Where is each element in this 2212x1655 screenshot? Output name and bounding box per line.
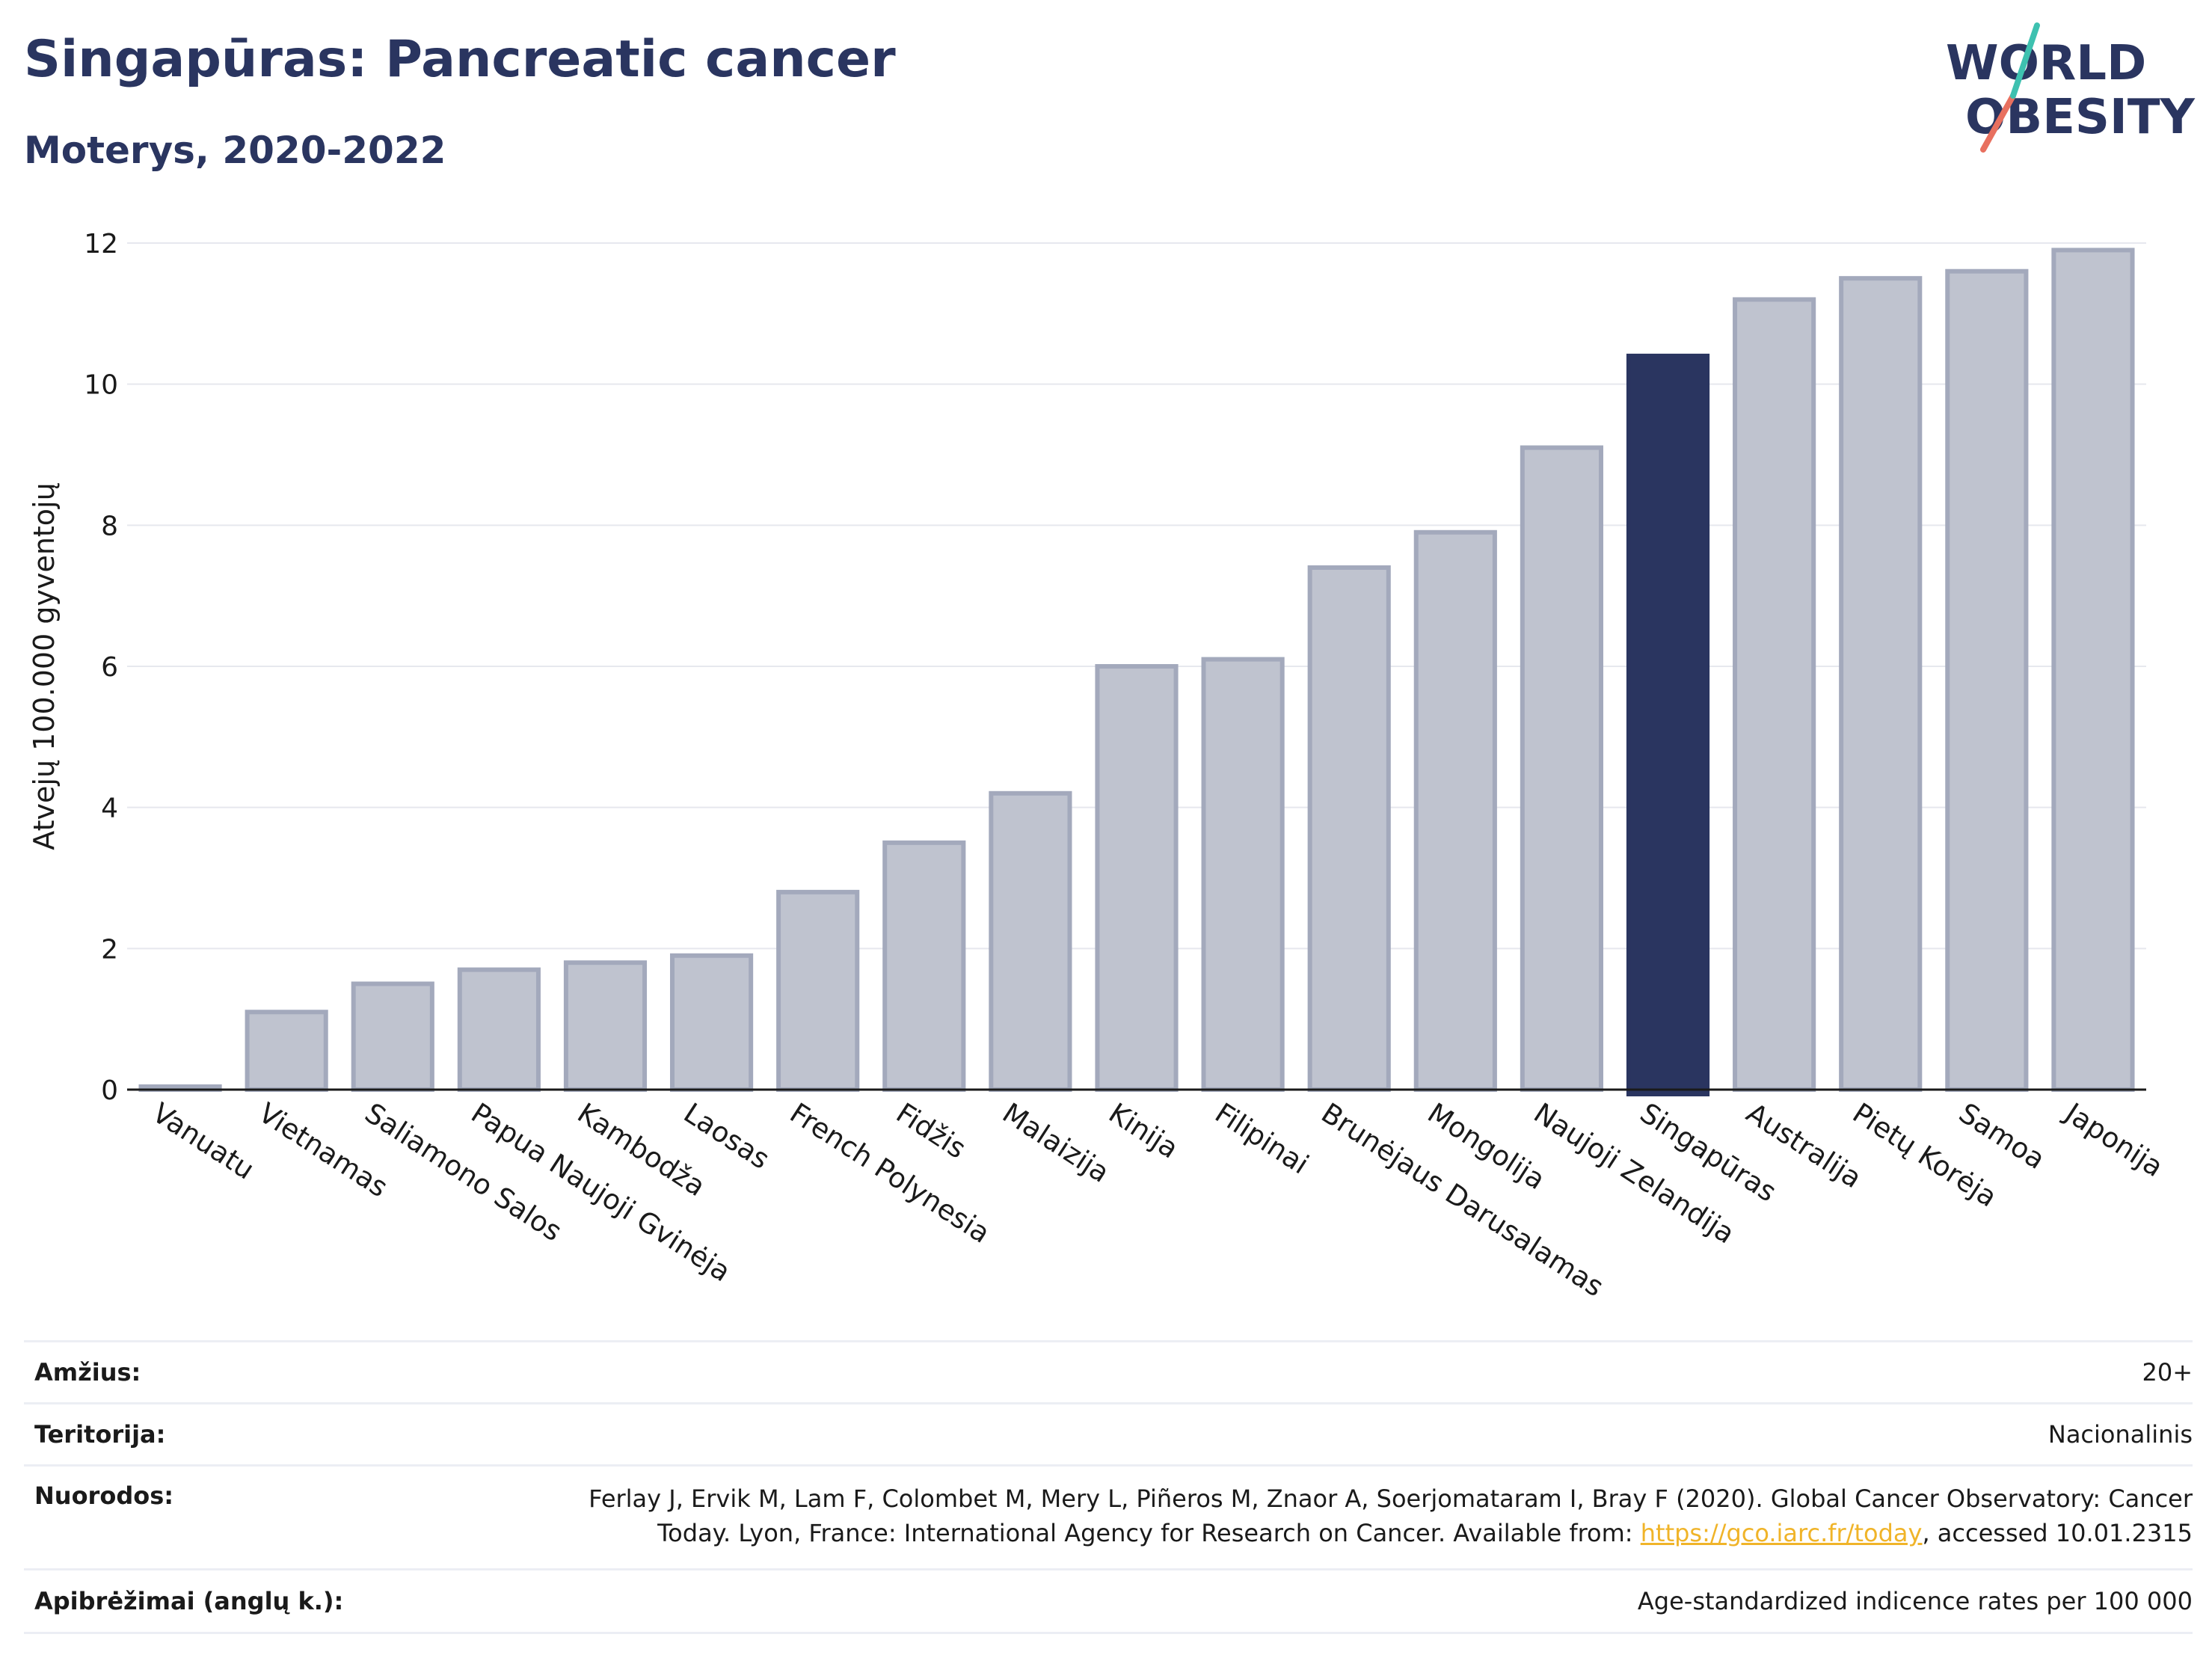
x-tick-label: Saliamono Salos [359,1096,568,1247]
definitions-value: Age-standardized indicence rates per 100… [1637,1587,2193,1615]
y-tick-label: 12 [84,229,118,260]
logo-line1: WORLD [1946,36,2146,91]
bars [138,248,2135,1096]
references-value: Ferlay J, Ervik M, Lam F, Colombet M, Me… [589,1481,2193,1550]
bar [1307,565,1391,1092]
x-tick-label: Fidžis [891,1096,971,1164]
bar [882,840,966,1093]
bar [1201,657,1285,1092]
x-tick-label: Kinija [1103,1096,1184,1164]
x-tick-label: Naujoji Zelandija [1529,1096,1741,1250]
territory-label: Teritorija: [34,1420,166,1449]
age-label: Amžius: [34,1358,141,1387]
y-axis-label: Atvejų 100.000 gyventojų [28,482,61,850]
bar [245,1010,328,1092]
age-value: 20+ [2142,1358,2193,1387]
references-line1: Ferlay J, Ervik M, Lam F, Colombet M, Me… [589,1484,2193,1513]
definitions-label: Apibrėžimai (anglų k.): [34,1587,344,1615]
bar [563,960,648,1092]
territory-value: Nacionalinis [2047,1420,2193,1449]
chart-subtitle: Moterys, 2020-2022 [24,129,446,172]
logo-slash-teal [2010,22,2040,99]
x-tick-label: Japonija [2058,1096,2169,1183]
references-line2-pre: Today. Lyon, France: International Agenc… [657,1519,1641,1547]
references-line2-post: , accessed 10.01.2315 [1922,1519,2193,1547]
x-tick-label: Malaizija [997,1096,1115,1188]
references-label: Nuorodos: [34,1481,174,1510]
y-tick-label: 6 [101,652,118,683]
bar [1520,445,1604,1092]
chart-title: Singapūras: Pancreatic cancer [24,30,896,89]
x-tick-label: Vanuatu [147,1096,259,1185]
info-row-references: Nuorodos: Ferlay J, Ervik M, Lam F, Colo… [24,1464,2193,1568]
bar [989,790,1072,1093]
references-link[interactable]: https://gco.iarc.fr/today [1640,1519,1923,1547]
y-axis-ticks: 0 2 4 6 8 10 12 [84,229,118,1106]
bar [1626,353,1710,1096]
info-row-definitions: Apibrėžimai (anglų k.): Age-standardized… [24,1568,2193,1634]
bar [670,953,754,1093]
bar [457,967,541,1092]
world-obesity-logo: WORLD OBESITY [1946,22,2195,153]
y-tick-label: 10 [84,370,118,401]
x-tick-label: French Polynesia [784,1096,996,1249]
bar [1733,297,1816,1092]
bar [2051,248,2135,1092]
x-tick-label: Filipinai [1209,1096,1315,1180]
bar [1945,268,2029,1093]
y-tick-label: 2 [101,934,118,965]
bar [1839,276,1923,1093]
y-tick-label: 0 [101,1075,118,1106]
y-tick-label: 4 [101,793,118,824]
logo-slash-red [1980,93,2016,153]
bar [776,889,860,1093]
bar [1095,664,1179,1092]
bar [1413,529,1497,1092]
info-row-territory: Teritorija: Nacionalinis [24,1402,2193,1464]
info-row-age: Amžius: 20+ [24,1340,2193,1402]
bar [351,981,434,1092]
info-table: Amžius: 20+ Teritorija: Nacionalinis Nuo… [24,1340,2193,1634]
y-tick-label: 8 [101,511,118,541]
